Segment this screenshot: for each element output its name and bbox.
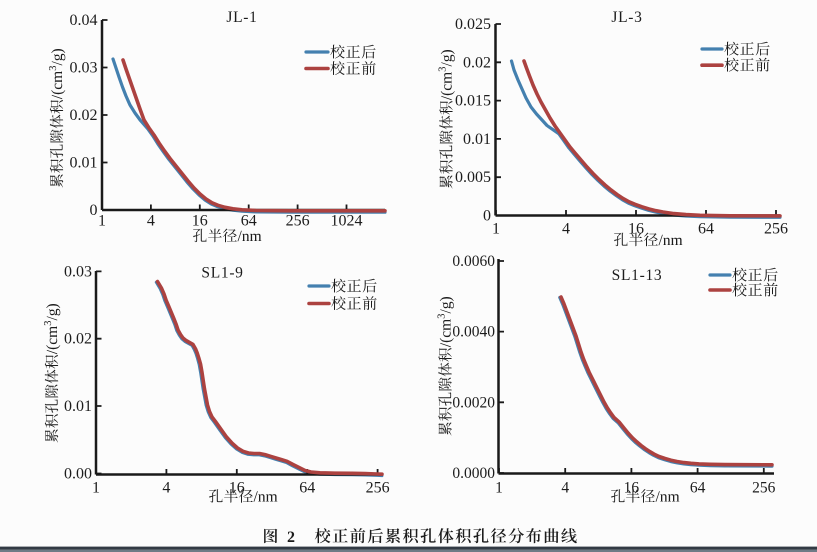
svg-text:0.02: 0.02: [70, 107, 98, 124]
svg-text:1: 1: [492, 221, 500, 238]
svg-text:1024: 1024: [331, 213, 363, 230]
svg-text:4: 4: [147, 213, 155, 230]
svg-text:0.01: 0.01: [70, 155, 98, 172]
svg-text:16: 16: [229, 480, 245, 497]
svg-text:0.0020: 0.0020: [452, 394, 495, 411]
svg-text:SL1-9: SL1-9: [201, 265, 243, 282]
svg-text:0: 0: [90, 202, 98, 219]
svg-text:256: 256: [366, 480, 390, 497]
svg-text:0.03: 0.03: [64, 263, 92, 280]
svg-text:1: 1: [495, 480, 503, 497]
svg-text:0.04: 0.04: [70, 12, 98, 29]
svg-text:SL1-13: SL1-13: [612, 267, 663, 284]
svg-text:0: 0: [483, 208, 491, 225]
svg-text:0.0060: 0.0060: [452, 253, 495, 270]
svg-text:0.015: 0.015: [455, 93, 491, 110]
svg-text:0.025: 0.025: [455, 16, 491, 33]
svg-text:256: 256: [286, 213, 310, 230]
svg-text:64: 64: [690, 480, 706, 497]
svg-text:2: 2: [287, 529, 295, 546]
svg-text:JL-1: JL-1: [226, 9, 257, 26]
svg-text:4: 4: [162, 480, 170, 497]
svg-text:64: 64: [698, 221, 714, 238]
svg-text:64: 64: [241, 213, 257, 230]
svg-text:0.02: 0.02: [463, 54, 491, 71]
svg-text:0.0000: 0.0000: [452, 465, 495, 482]
svg-text:4: 4: [561, 480, 569, 497]
svg-text:1: 1: [98, 213, 106, 230]
svg-text:16: 16: [192, 213, 208, 230]
svg-text:64: 64: [299, 480, 315, 497]
svg-text:0.01: 0.01: [463, 131, 491, 148]
svg-text:0.0040: 0.0040: [452, 324, 495, 341]
svg-text:0.00: 0.00: [64, 466, 92, 483]
svg-text:0.02: 0.02: [64, 331, 92, 348]
svg-text:4: 4: [562, 221, 570, 238]
svg-text:256: 256: [764, 221, 788, 238]
svg-text:0.03: 0.03: [70, 60, 98, 77]
svg-text:0.005: 0.005: [455, 169, 491, 186]
svg-text:1: 1: [92, 480, 100, 497]
svg-text:0.01: 0.01: [64, 398, 92, 415]
svg-text:JL-3: JL-3: [611, 9, 642, 26]
svg-text:256: 256: [752, 480, 776, 497]
